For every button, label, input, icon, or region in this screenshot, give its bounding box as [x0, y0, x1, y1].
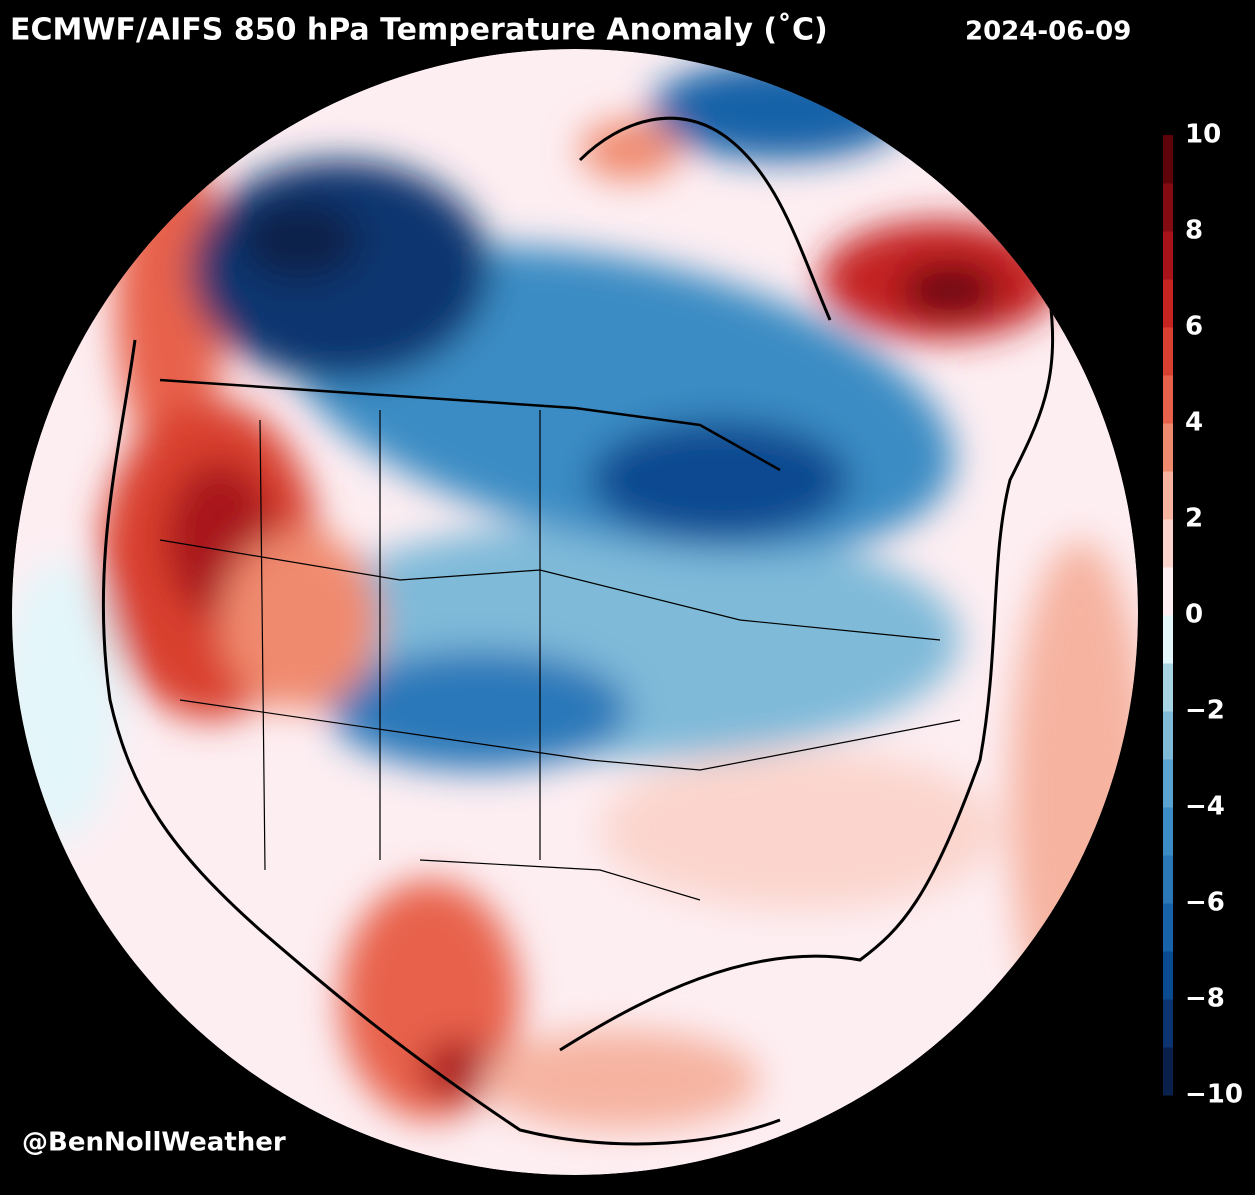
colorbar-segment: [1163, 279, 1173, 328]
colorbar-segment: [1163, 1047, 1173, 1096]
colorbar-segment: [1163, 951, 1173, 1000]
colorbar-segment: [1163, 711, 1173, 760]
map-title: ECMWF/AIFS 850 hPa Temperature Anomaly (…: [10, 12, 828, 48]
anomaly-area: [240, 200, 360, 280]
border: [159, 378, 781, 472]
colorbar-segment: [1163, 567, 1173, 616]
colorbar-tick-label: −8: [1185, 984, 1225, 1014]
coastline: [559, 299, 1055, 1052]
state-lines: [259, 410, 541, 871]
boundaries: [101, 116, 1055, 1146]
colorbar-segment: [1163, 615, 1173, 664]
anomaly-area: [900, 265, 1000, 315]
colorbar-tick-label: −2: [1185, 696, 1225, 726]
anomaly-field: [12, 60, 1138, 1130]
colorbar-segment: [1163, 135, 1173, 184]
colorbar-segment: [1163, 855, 1173, 904]
colorbar-segment: [1163, 759, 1173, 808]
colorbar-segment: [1163, 999, 1173, 1048]
credit: @BenNollWeather: [22, 1128, 286, 1158]
colorbar-segment: [1163, 903, 1173, 952]
colorbar-tick-label: 6: [1185, 312, 1203, 342]
anomaly-area: [590, 420, 850, 540]
colorbar-tick-label: 10: [1185, 120, 1221, 150]
colorbar: −10 −8 −6 −4 −2 0 2 4 6 8 10: [1163, 120, 1243, 1110]
colorbar-segment: [1163, 375, 1173, 424]
colorbar-segment: [1163, 663, 1173, 712]
coastline: [578, 116, 832, 321]
anomaly-area: [480, 1030, 760, 1130]
colorbar-tick-label: −4: [1185, 792, 1225, 822]
anomaly-area: [330, 650, 630, 770]
colorbar-segment: [1163, 231, 1173, 280]
anomaly-area: [190, 160, 490, 380]
coastline: [101, 339, 781, 1146]
anomaly-area: [600, 750, 1000, 910]
colorbar-tick-label: 8: [1185, 216, 1203, 246]
globe: [12, 49, 1138, 1175]
colorbar-tick-label: −6: [1185, 888, 1225, 918]
colorbar-tick-label: 4: [1185, 408, 1203, 438]
colorbar-segment: [1163, 423, 1173, 472]
colorbar-segment: [1163, 327, 1173, 376]
anomaly-area: [580, 120, 680, 180]
colorbar-tick-label: 2: [1185, 504, 1203, 534]
colorbar-segment: [1163, 471, 1173, 520]
colorbar-segment: [1163, 183, 1173, 232]
anomaly-area: [220, 530, 380, 710]
colorbar-tick-label: −10: [1185, 1080, 1243, 1110]
colorbar-segment: [1163, 807, 1173, 856]
anomaly-area: [420, 1040, 500, 1100]
colorbar-tick-label: 0: [1185, 600, 1203, 630]
colorbar-segment: [1163, 519, 1173, 568]
map-date: 2024-06-09: [965, 17, 1131, 47]
